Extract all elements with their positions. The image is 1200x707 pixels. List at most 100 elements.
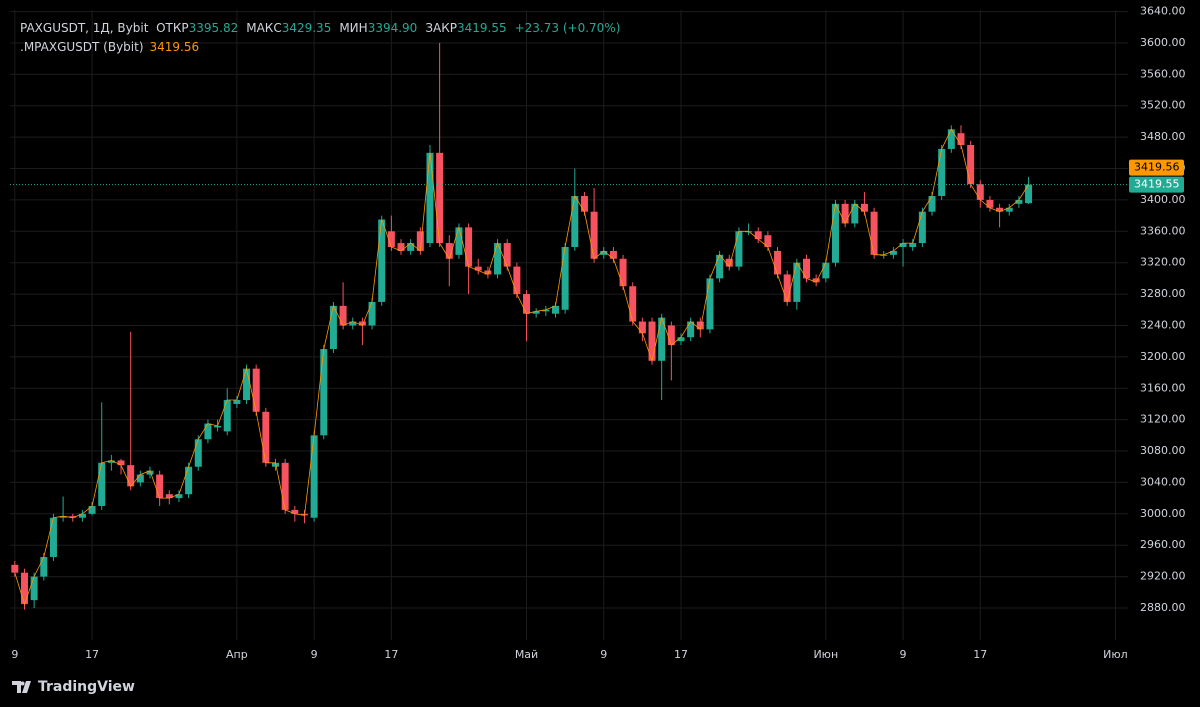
field-value: 3394.90	[367, 21, 418, 35]
candle-body	[503, 243, 511, 267]
candle-body	[320, 349, 328, 436]
candle-body	[1025, 184, 1033, 204]
candle-body	[909, 243, 917, 247]
candle-body	[387, 231, 395, 247]
y-tick-label: 2920.00	[1140, 570, 1186, 583]
x-tick-label: 17	[384, 648, 398, 661]
y-tick-label: 3560.00	[1140, 67, 1186, 80]
candle-body	[600, 250, 608, 255]
candle-body	[648, 321, 656, 361]
field-label: МИН	[339, 21, 368, 35]
plot	[10, 10, 1128, 640]
y-tick-label: 3000.00	[1140, 507, 1186, 520]
candle-body	[445, 243, 453, 259]
x-tick-label: 17	[973, 648, 987, 661]
y-tick-label: 3040.00	[1140, 475, 1186, 488]
candle-body	[938, 148, 946, 196]
logo	[12, 681, 31, 693]
candle-body	[223, 400, 231, 432]
candle-body	[774, 250, 782, 275]
legend-row: PAXGUSDT, 1Д, Bybit ОТКР3395.82 МАКС3429.…	[20, 19, 628, 38]
candle-body	[455, 227, 463, 255]
field-value: 3429.35	[281, 21, 332, 35]
candle-body	[262, 411, 270, 463]
candle-body	[291, 509, 299, 514]
x-tick-label: Апр	[226, 648, 248, 661]
candle-body	[78, 513, 86, 518]
field-label: МАКС	[246, 21, 282, 35]
candle-body	[416, 231, 424, 251]
candle-body	[957, 133, 965, 145]
y-tick-label: 3320.00	[1140, 256, 1186, 269]
candle-body	[996, 207, 1004, 212]
field-label: ЗАКР	[425, 21, 457, 35]
y-tick-label: 3080.00	[1140, 444, 1186, 457]
candle-body	[494, 243, 502, 275]
y-tick-label: 3240.00	[1140, 318, 1186, 331]
candle-body	[889, 250, 897, 255]
candle-body	[783, 274, 791, 302]
candle-body	[851, 203, 859, 224]
candle-body	[803, 258, 811, 279]
candle-body	[764, 235, 772, 247]
candle-body	[590, 211, 598, 259]
y-tick-label: 2880.00	[1140, 601, 1186, 614]
candle-body	[436, 152, 444, 244]
candle-body	[551, 305, 559, 314]
x-tick-label: 9	[600, 648, 607, 661]
footer: TradingView	[12, 679, 135, 695]
legend-row: .MPAXGUSDT (Bybit) 3419.56	[20, 38, 628, 57]
candle-body	[860, 203, 868, 212]
y-tick-label: 3280.00	[1140, 287, 1186, 300]
candle-body	[822, 262, 830, 279]
candle-body	[870, 211, 878, 255]
y-tick-label: 3360.00	[1140, 224, 1186, 237]
candle-body	[523, 294, 531, 314]
candle-body	[204, 423, 212, 440]
candle-body	[580, 195, 588, 212]
candle-body	[310, 435, 318, 518]
candle-body	[812, 278, 820, 283]
candle-body	[667, 325, 675, 346]
y-tick-label: 3200.00	[1140, 350, 1186, 363]
candle-body	[59, 516, 67, 518]
candle-body	[561, 246, 569, 310]
candle-body	[841, 203, 849, 224]
candle-body	[928, 195, 936, 212]
candle-body	[407, 243, 415, 251]
candle-body	[899, 243, 907, 247]
candle-body	[532, 311, 540, 314]
candle-body	[793, 262, 801, 302]
x-tick-label: 9	[11, 648, 18, 661]
candle-body	[513, 266, 521, 295]
candle-body	[165, 494, 173, 499]
candle-body	[98, 462, 106, 506]
candle-body	[918, 211, 926, 244]
candle-body	[368, 301, 376, 326]
candle-body	[243, 368, 251, 401]
y-tick-label: 3640.00	[1140, 5, 1186, 18]
candle-body	[571, 195, 579, 247]
candle-body	[175, 494, 183, 499]
brand: TradingView	[38, 679, 135, 695]
y-tick-label: 3480.00	[1140, 130, 1186, 143]
field-label: ОТКР	[156, 21, 189, 35]
x-tick-label: 17	[674, 648, 688, 661]
candle-body	[745, 231, 753, 233]
candle-body	[397, 243, 405, 251]
candle-body	[339, 305, 347, 326]
x-tick-label: Июл	[1103, 648, 1128, 661]
y-tick-label: 3120.00	[1140, 413, 1186, 426]
candle-body	[967, 144, 975, 185]
candle-body	[281, 462, 289, 510]
candle-body	[716, 254, 724, 279]
candle-body	[349, 321, 357, 326]
candle-body	[1015, 199, 1023, 204]
index-name: .MPAXGUSDT (Bybit)	[20, 40, 144, 54]
y-tick-label: 3400.00	[1140, 193, 1186, 206]
field-value: 3395.82	[188, 21, 239, 35]
candle-body	[735, 231, 743, 267]
candle-body	[1005, 207, 1013, 212]
